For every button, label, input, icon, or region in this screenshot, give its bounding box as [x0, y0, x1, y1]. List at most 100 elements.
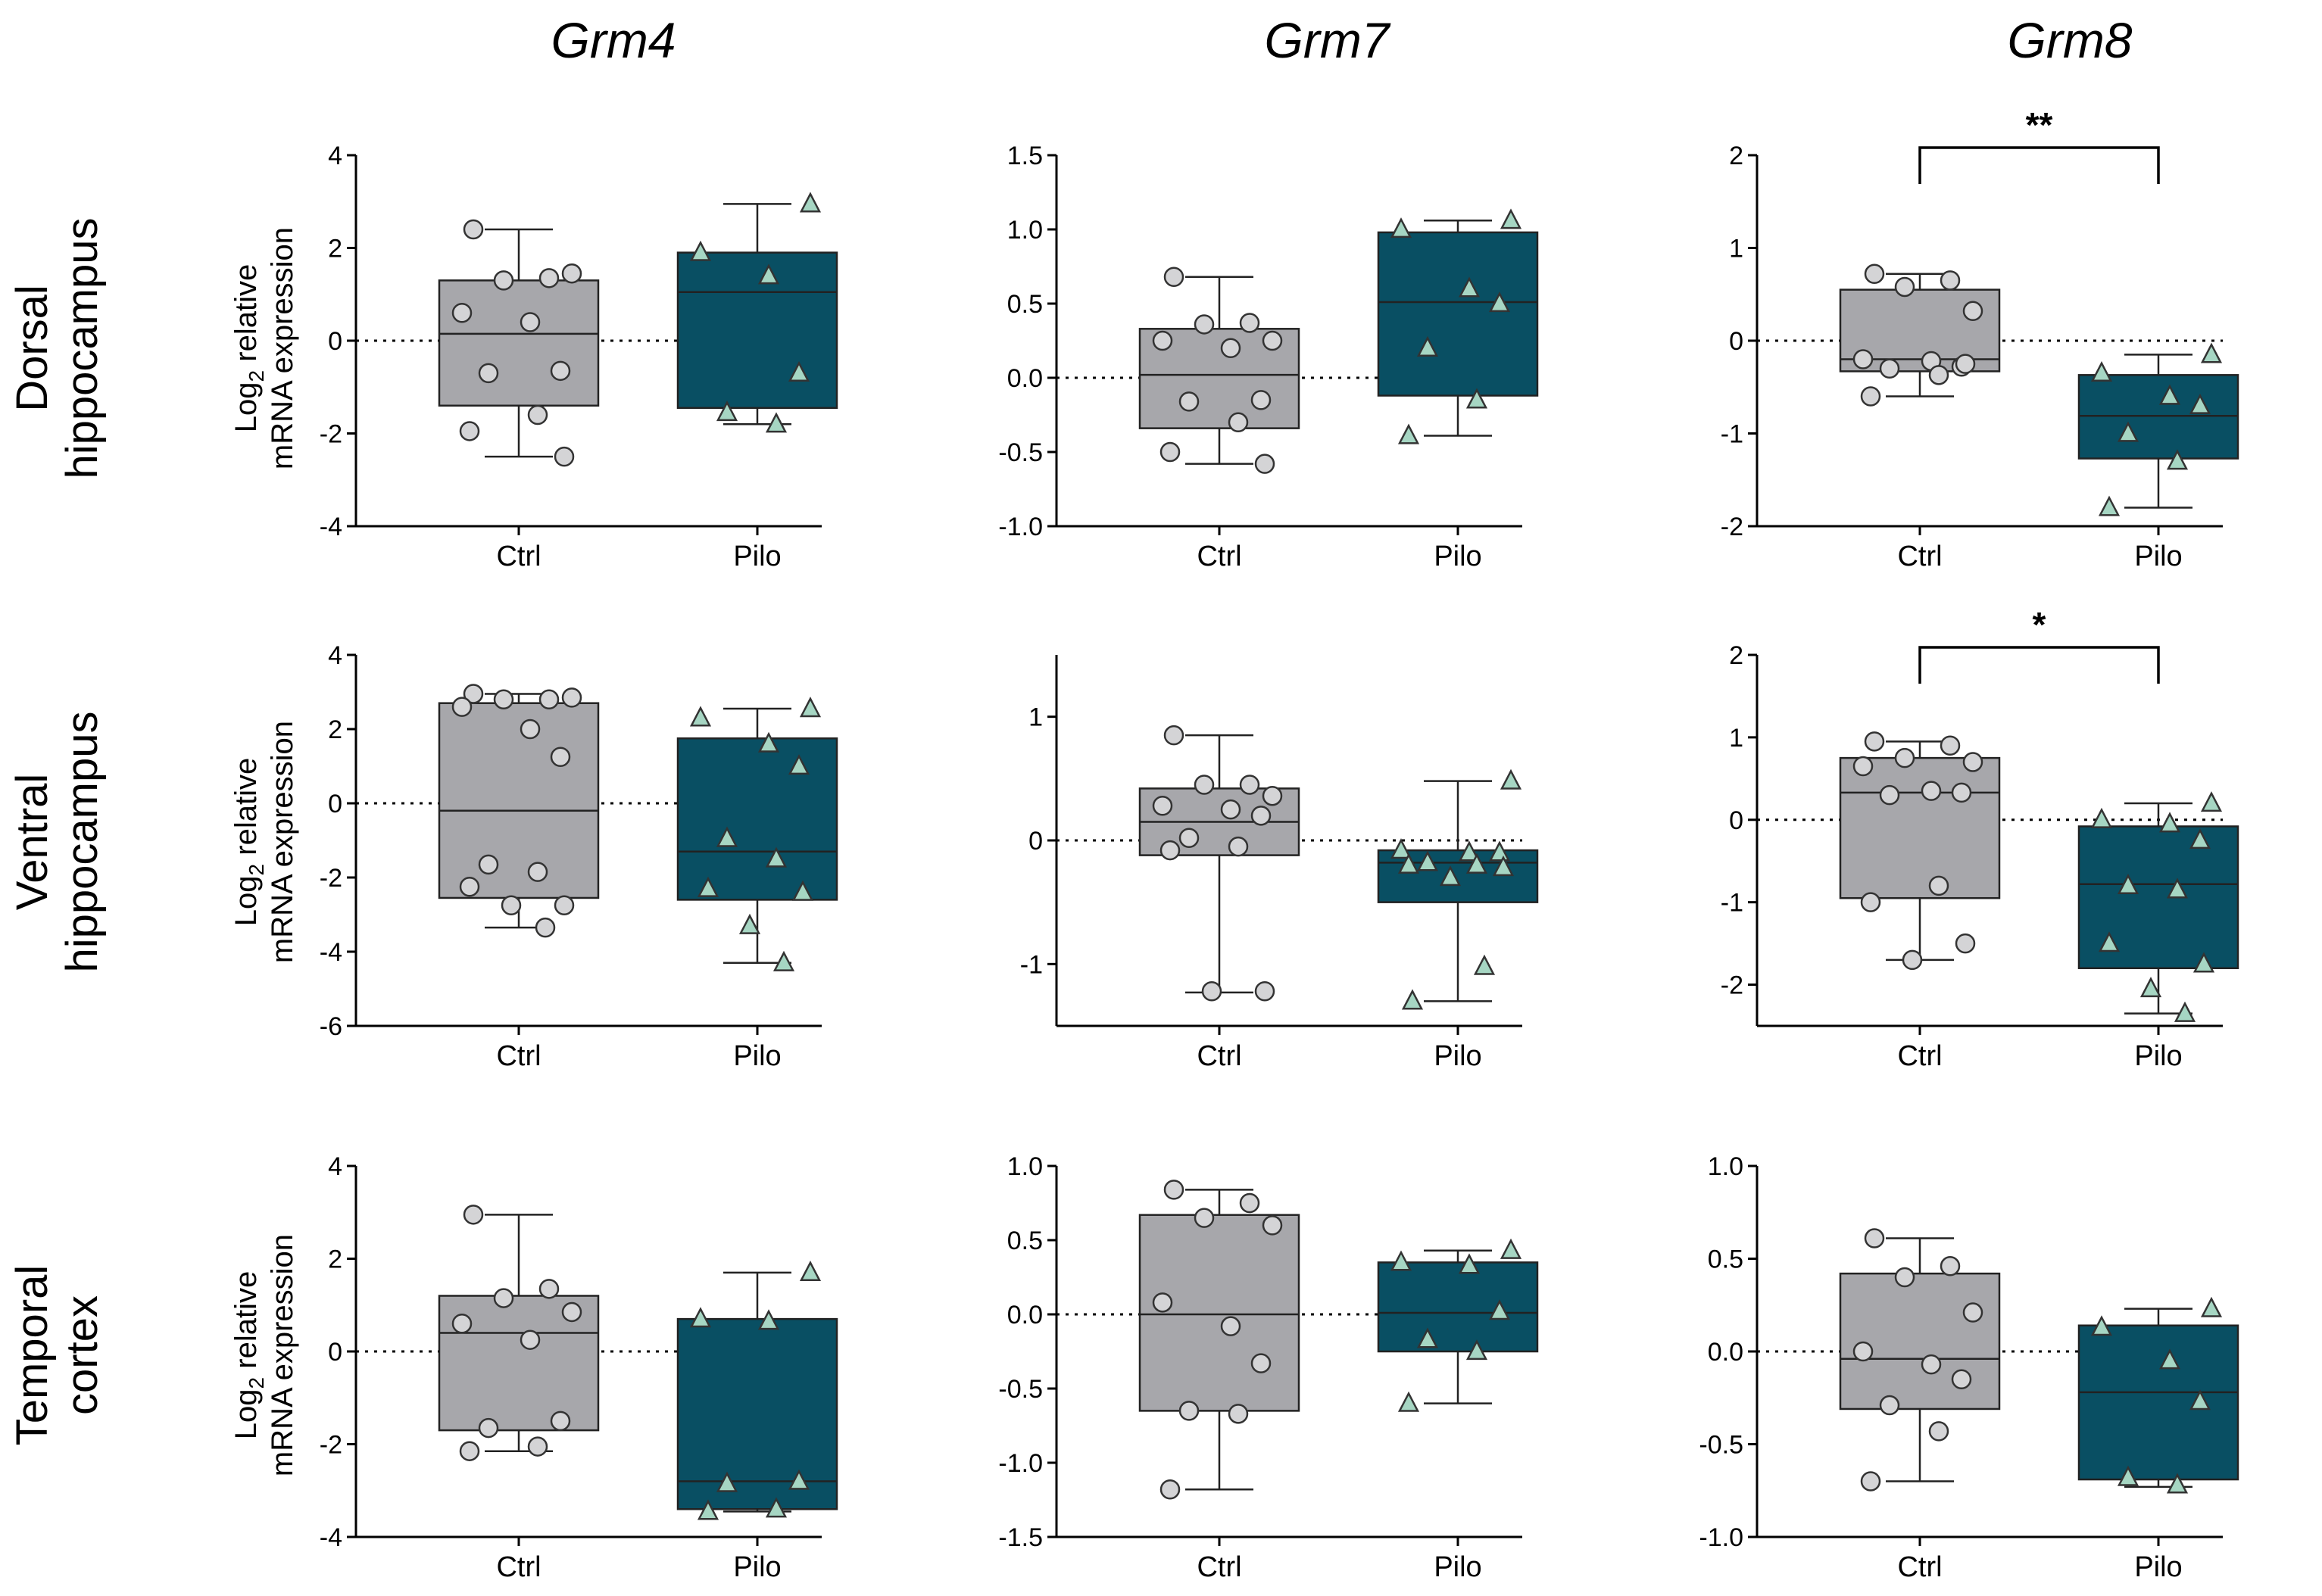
ctrl-data-point [1239, 313, 1260, 333]
ctrl-data-point [1163, 725, 1184, 746]
pilo-data-point [1488, 291, 1511, 313]
ctrl-data-point [1178, 391, 1200, 412]
y-tick-label: 0 [328, 327, 342, 356]
y-axis-label-row3: Log2 relative mRNA expression [229, 1234, 299, 1476]
y-axis-label-row1: Log2 relative mRNA expression [229, 227, 299, 469]
pilo-data-point [1390, 838, 1412, 859]
ctrl-data-point [527, 1436, 548, 1457]
ctrl-data-point [1864, 731, 1885, 752]
y-tick-label: -2 [320, 864, 342, 893]
gene-title-grm8: Grm8 [2008, 12, 2133, 68]
ctrl-data-point [561, 687, 582, 708]
pilo-data-point [2098, 931, 2121, 952]
x-category-label-ctrl: Ctrl [1197, 541, 1241, 572]
y-tick-label: -0.5 [998, 1375, 1043, 1404]
ctrl-data-point [493, 689, 514, 710]
pilo-data-point [1397, 423, 1420, 444]
ylabel-relative: relative [229, 1271, 263, 1377]
ctrl-data-point [1852, 1341, 1874, 1362]
ctrl-box [438, 702, 600, 899]
y-tick-label: 2 [328, 715, 342, 744]
ylabel-line1: Log2 relative [229, 1271, 268, 1439]
pilo-data-point [2158, 384, 2181, 405]
ctrl-data-point [1194, 1208, 1215, 1228]
ctrl-data-point [1864, 1228, 1885, 1248]
ctrl-box [1138, 1214, 1300, 1412]
pilo-data-point [2117, 421, 2139, 442]
ctrl-data-point [1228, 412, 1249, 433]
pilo-data-point [788, 1469, 810, 1490]
ctrl-data-point [478, 363, 499, 384]
ctrl-data-point [1921, 1354, 1942, 1375]
pilo-data-point [716, 826, 738, 847]
pilo-data-point [1458, 1253, 1481, 1274]
pilo-data-point [1416, 1327, 1439, 1348]
pilo-data-point [2200, 791, 2223, 812]
x-category-label-ctrl: Ctrl [1897, 541, 1942, 572]
y-tick-label: -1.0 [998, 1449, 1043, 1478]
y-tick-label: -2 [1721, 971, 1743, 1000]
row-label-line1: Ventral [8, 774, 57, 911]
pilo-data-point [1416, 850, 1439, 871]
ctrl-data-point [1250, 806, 1272, 826]
row-label-line1: Temporal [8, 1265, 57, 1446]
ctrl-data-point [527, 404, 548, 425]
pilo-box [1377, 1261, 1539, 1353]
ctrl-data-point [1852, 349, 1874, 369]
y-tick-label: 2 [1729, 641, 1743, 670]
ylabel-subscript: 2 [245, 370, 268, 382]
ctrl-data-point [527, 862, 548, 882]
y-tick-label: 4 [328, 1152, 342, 1181]
ctrl-data-point [459, 877, 480, 897]
pilo-data-point [1492, 856, 1515, 877]
y-tick-label: -4 [320, 1523, 342, 1552]
y-tick-label: 0.5 [1007, 1227, 1043, 1255]
ylabel-log: Log [229, 1389, 263, 1439]
pilo-data-point [2166, 877, 2189, 899]
ctrl-data-point [550, 747, 571, 767]
pilo-data-point [765, 1497, 788, 1518]
ctrl-data-point [1928, 365, 1949, 385]
y-tick-label: -1 [1721, 889, 1743, 918]
ctrl-data-point [1951, 782, 1972, 803]
y-tick-label: 4 [328, 641, 342, 670]
x-category-label-pilo: Pilo [1434, 541, 1481, 572]
panel-grm8-row1: -2 -1 0 1 2 Ctrl Pilo ** [1721, 105, 2239, 572]
ctrl-data-point [1928, 875, 1949, 896]
y-tick-label: 1.0 [1007, 1152, 1043, 1181]
pilo-data-point [772, 950, 795, 971]
pilo-data-point [2200, 342, 2223, 363]
x-category-label-ctrl: Ctrl [496, 1551, 541, 1583]
y-tick-label: 1 [1729, 724, 1743, 753]
ctrl-data-point [1152, 1292, 1173, 1313]
ctrl-data-point [1962, 1302, 1983, 1323]
pilo-box [676, 737, 838, 901]
ctrl-data-point [1879, 784, 1900, 806]
panel-grm8-row3: -1.0 -0.5 0.0 0.5 1.0 Ctrl Pilo [1699, 1152, 2239, 1583]
ctrl-data-point [459, 421, 480, 441]
ctrl-data-point [1239, 1192, 1260, 1214]
panel-grm4-row1: -4 -2 0 2 4 Ctrl Pilo [320, 142, 838, 572]
pilo-data-point [2090, 1315, 2113, 1336]
ctrl-data-point [1860, 386, 1881, 407]
ctrl-data-point [463, 1205, 484, 1225]
pilo-data-point [689, 1307, 712, 1328]
x-category-label-ctrl: Ctrl [1897, 1551, 1942, 1583]
significance-bracket [1918, 146, 2160, 184]
pilo-data-point [2189, 828, 2211, 849]
y-tick-label: 0.0 [1007, 1301, 1043, 1329]
y-tick-label: -4 [320, 513, 342, 541]
pilo-box [676, 251, 838, 410]
pilo-data-point [1500, 1238, 1522, 1259]
y-tick-label: -1.0 [998, 513, 1043, 541]
ctrl-data-point [463, 219, 484, 240]
pilo-data-point [1488, 840, 1511, 862]
ctrl-box [1839, 756, 2001, 899]
y-tick-label: 0 [328, 1338, 342, 1367]
x-category-label-pilo: Pilo [1434, 1551, 1481, 1583]
row-label-line2: hippocampus [58, 218, 107, 479]
ctrl-data-point [501, 895, 522, 915]
ylabel-relative: relative [229, 264, 263, 370]
pilo-data-point [799, 192, 822, 213]
gene-title-grm7: Grm7 [1265, 12, 1391, 68]
